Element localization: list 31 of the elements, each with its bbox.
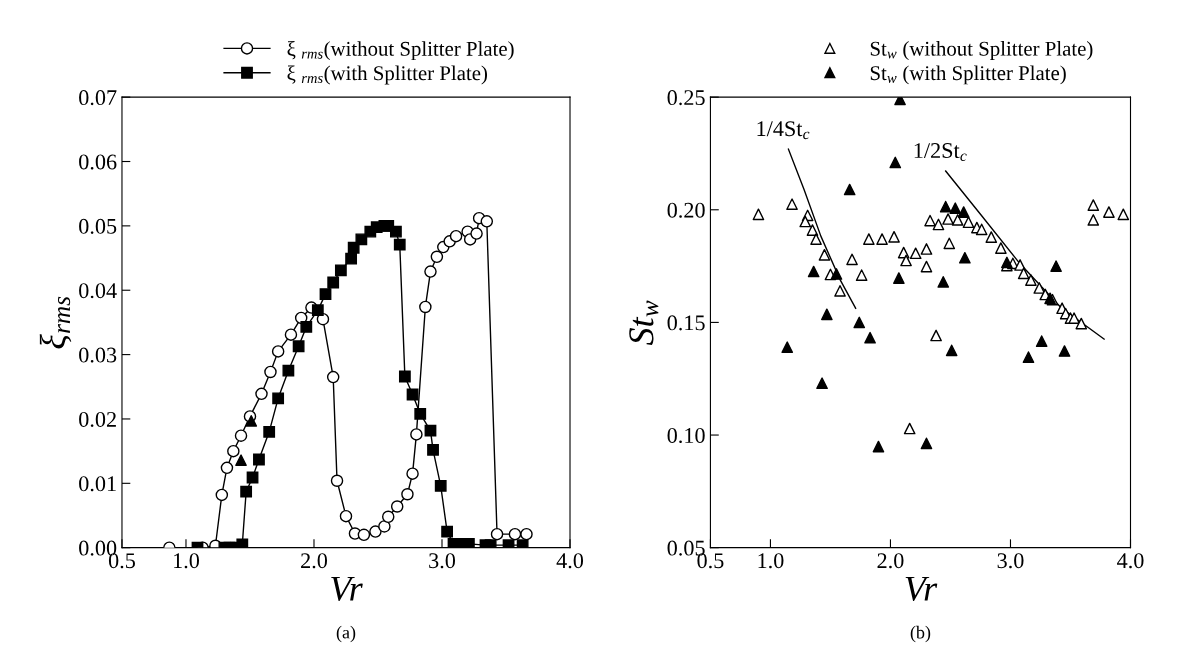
y-tick-label: 0.10 (667, 427, 705, 444)
y-tick-label: 0.02 (79, 411, 116, 427)
y-axis-title: St$_{w}$ (629, 300, 659, 346)
y-axis-title: ξ$_{rms}$ (39, 296, 72, 349)
y-tick-label: 0.01 (79, 476, 116, 492)
y-tick-label: 0.25 (667, 90, 705, 106)
x-tick-label: 1.0 (174, 553, 200, 569)
y-tick-label: 0.03 (79, 347, 117, 363)
legend-label: ξ $_{rms}$(with Splitter Plate) (287, 65, 488, 85)
y-tick-label: 0.06 (79, 154, 117, 170)
x-tick-label: 4.0 (1117, 553, 1144, 569)
text: (b) (910, 625, 931, 643)
x-tick-label: 2.0 (877, 553, 904, 569)
annotation: 1/4St$_{c}$ (757, 121, 810, 140)
x-tick-label: 1.0 (758, 553, 784, 569)
y-tick-label: 0.04 (79, 283, 117, 299)
x-axis-title: Vr (331, 576, 363, 602)
annotation: 1/2St$_{c}$ (914, 143, 967, 162)
legend-label: St$_{w}$ (with Splitter Plate) (870, 65, 1066, 85)
y-tick-label: 0.05 (79, 218, 117, 234)
legend-label: ξ $_{rms}$(without Splitter Plate) (287, 41, 514, 61)
x-tick-label: 2.0 (301, 553, 328, 569)
y-tick-label: 0.07 (79, 90, 117, 106)
x-tick-label: 3.0 (429, 553, 456, 569)
x-tick-label: 3.0 (997, 553, 1024, 569)
y-tick-label: 0.20 (667, 202, 705, 218)
y-tick-label: 0.15 (667, 315, 705, 331)
text: (a) (336, 625, 356, 643)
x-axis-title: Vr (905, 576, 938, 602)
legend-label: St$_{w}$ (without Splitter Plate) (870, 41, 1093, 60)
x-tick-label: 4.0 (556, 553, 584, 569)
